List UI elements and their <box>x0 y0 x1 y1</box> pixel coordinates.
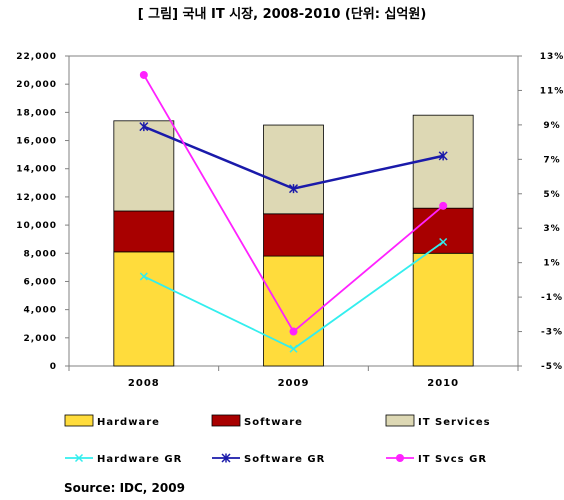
bar-segment <box>263 213 324 257</box>
bar-segment <box>412 207 474 254</box>
growth-rate-lines <box>139 70 448 353</box>
marker-stroke <box>74 453 84 463</box>
right-tick-label: 1% <box>543 259 560 269</box>
left-tick-label: 16,000 <box>16 137 57 147</box>
left-tick-label: 12,000 <box>16 193 57 203</box>
left-tick-label: 6,000 <box>24 277 57 287</box>
left-tick-label: 14,000 <box>16 165 57 175</box>
legend-label: IT Services <box>418 417 491 428</box>
stacked-bars <box>113 114 474 367</box>
bar-segment <box>113 210 175 253</box>
data-point <box>74 453 84 463</box>
marker-stroke <box>139 272 148 281</box>
right-tick-label: -3% <box>541 328 563 338</box>
legend-label: Hardware GR <box>97 454 182 465</box>
data-point <box>139 70 148 79</box>
data-point <box>289 344 298 353</box>
right-y-axis: -5% -3% -1% 1% 3% 5% 7% 9% 11% 13% <box>518 52 564 372</box>
left-tick-label: 4,000 <box>24 306 57 316</box>
bar-segment <box>412 252 474 367</box>
right-tick-label: 11% <box>540 86 564 96</box>
data-point <box>221 453 231 463</box>
chart-title: [ 그림] 국내 IT 시장, 2008-2010 (단위: 십억원) <box>138 6 427 22</box>
data-point <box>439 237 448 247</box>
bar-segment <box>412 114 474 209</box>
right-tick-label: 9% <box>543 121 560 131</box>
marker-stroke <box>439 237 448 247</box>
left-tick-label: 22,000 <box>16 52 57 62</box>
data-point <box>289 327 298 336</box>
left-tick-label: 10,000 <box>16 221 57 231</box>
right-tick-label: 5% <box>543 190 560 200</box>
category-label: 2010 <box>427 378 459 389</box>
source-note: Source: IDC, 2009 <box>64 481 185 495</box>
category-labels: 2008 2009 2010 <box>68 366 519 389</box>
left-tick-label: 0 <box>50 362 57 372</box>
legend-label: Software GR <box>244 454 325 465</box>
legend-swatch <box>211 414 241 427</box>
left-y-axis: 0 2,000 4,000 6,000 8,000 10,000 12,000 14,000 1… <box>16 52 69 372</box>
right-tick-label: 3% <box>543 224 560 234</box>
data-point <box>139 122 149 132</box>
category-label: 2008 <box>128 378 160 389</box>
right-tick-label: 7% <box>543 155 560 165</box>
right-tick-label: 13% <box>540 52 564 62</box>
right-tick-label: -5% <box>541 362 563 372</box>
data-point <box>396 454 404 462</box>
left-tick-label: 20,000 <box>16 80 57 90</box>
legend-swatch <box>385 414 415 427</box>
legend-label: Hardware <box>97 417 160 428</box>
left-tick-label: 2,000 <box>24 334 57 344</box>
right-tick-label: -1% <box>541 293 563 303</box>
category-label: 2009 <box>278 378 310 389</box>
data-point <box>439 201 448 210</box>
data-point <box>139 272 148 281</box>
bar-segment <box>263 124 324 215</box>
data-point <box>288 184 299 194</box>
legend-swatch <box>64 414 94 427</box>
legend-label: Software <box>244 417 303 428</box>
left-tick-label: 18,000 <box>16 108 57 118</box>
marker-stroke <box>289 344 298 353</box>
data-point <box>438 151 448 161</box>
bar-segment <box>113 251 175 367</box>
legend: Hardware Software IT Services Hardware GR So… <box>64 414 491 465</box>
legend-label: IT Svcs GR <box>418 454 487 465</box>
left-tick-label: 8,000 <box>24 249 57 259</box>
